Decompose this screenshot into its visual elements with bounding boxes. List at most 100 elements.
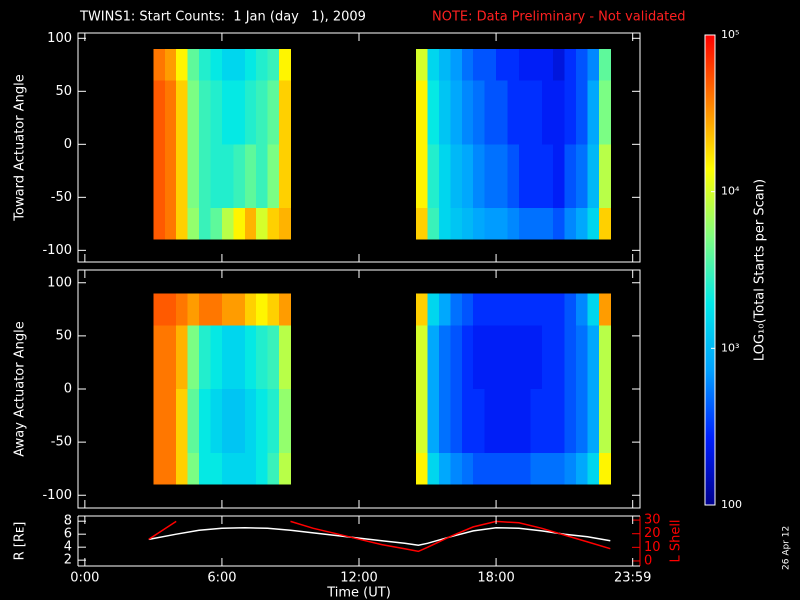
heat-cell bbox=[587, 207, 600, 240]
heat-cell bbox=[153, 80, 166, 145]
heat-cell bbox=[279, 207, 291, 240]
heat-cell bbox=[210, 452, 223, 485]
heat-cell bbox=[279, 144, 291, 208]
heat-cell bbox=[576, 48, 588, 81]
heat-cell bbox=[221, 48, 234, 81]
heat-cell bbox=[576, 207, 588, 240]
heat-cell bbox=[187, 293, 200, 326]
line-series bbox=[148, 526, 611, 546]
heat-cell bbox=[484, 452, 497, 485]
heat-cell bbox=[553, 80, 566, 145]
heat-cell bbox=[461, 452, 474, 485]
heat-cell bbox=[473, 207, 486, 240]
heat-cell bbox=[587, 48, 600, 81]
heat-cell bbox=[484, 389, 497, 453]
heat-cell bbox=[473, 389, 486, 453]
heat-cell bbox=[461, 325, 474, 389]
heat-cell bbox=[484, 207, 497, 240]
colorbar-tick-label: 10⁴ bbox=[721, 185, 740, 198]
heat-cell bbox=[484, 48, 497, 81]
heat-cell bbox=[553, 325, 566, 389]
heat-cell bbox=[576, 325, 588, 389]
heat-cell bbox=[438, 293, 451, 326]
heat-cell bbox=[199, 48, 212, 81]
heat-cell bbox=[438, 48, 451, 81]
y-tick-label: 2 bbox=[64, 553, 72, 568]
heat-cell bbox=[199, 207, 212, 240]
heat-cell bbox=[187, 48, 200, 81]
heat-cell bbox=[530, 452, 543, 485]
heat-cell bbox=[598, 48, 611, 81]
heat-cell bbox=[564, 80, 577, 145]
heat-cell bbox=[416, 48, 429, 81]
y-tick-label: 0 bbox=[64, 382, 72, 397]
heat-cell bbox=[427, 80, 440, 145]
heat-cell bbox=[267, 452, 280, 485]
line-series bbox=[148, 520, 611, 553]
heat-cell bbox=[427, 48, 440, 81]
heat-cell bbox=[427, 389, 440, 453]
heat-cell bbox=[164, 452, 177, 485]
heat-cell bbox=[530, 207, 543, 240]
heat-cell bbox=[210, 80, 223, 145]
heat-cell bbox=[267, 389, 280, 453]
heat-cell bbox=[518, 207, 531, 240]
heat-cell bbox=[438, 80, 451, 145]
heat-cell bbox=[541, 452, 554, 485]
heat-cell bbox=[438, 389, 451, 453]
heat-cell bbox=[210, 389, 223, 453]
heat-cell bbox=[553, 48, 566, 81]
heat-cell bbox=[484, 293, 497, 326]
heat-cell bbox=[507, 389, 520, 453]
heat-cell bbox=[438, 325, 451, 389]
heat-cell bbox=[530, 48, 543, 81]
heat-cell bbox=[541, 207, 554, 240]
heat-cell bbox=[461, 207, 474, 240]
heat-cell bbox=[244, 325, 257, 389]
heat-cell bbox=[518, 452, 531, 485]
heat-cell bbox=[176, 48, 189, 81]
heat-cell bbox=[496, 452, 508, 485]
heat-cell bbox=[221, 452, 234, 485]
heat-cell bbox=[450, 389, 463, 453]
heat-cell bbox=[416, 207, 429, 240]
heat-cell bbox=[164, 389, 177, 453]
heat-cell bbox=[473, 452, 486, 485]
heat-cell bbox=[279, 325, 291, 389]
heat-cell bbox=[541, 80, 554, 145]
heat-cell bbox=[221, 325, 234, 389]
y-tick-label: 100 bbox=[47, 275, 72, 290]
heat-cell bbox=[507, 48, 520, 81]
heat-cell bbox=[279, 293, 291, 326]
heat-cell bbox=[221, 293, 234, 326]
heat-cell bbox=[199, 452, 212, 485]
heat-cell bbox=[496, 80, 508, 145]
heat-cell bbox=[244, 452, 257, 485]
heat-cell bbox=[153, 207, 166, 240]
heat-cell bbox=[416, 389, 429, 453]
heat-cell bbox=[244, 207, 257, 240]
heat-cell bbox=[461, 293, 474, 326]
y-tick-label: -50 bbox=[51, 435, 72, 450]
heat-cell bbox=[438, 144, 451, 208]
heat-cell bbox=[450, 207, 463, 240]
heat-cell bbox=[210, 207, 223, 240]
heat-cell bbox=[256, 293, 269, 326]
heat-cell bbox=[233, 389, 246, 453]
heat-cell bbox=[164, 207, 177, 240]
heat-cell bbox=[496, 48, 508, 81]
heat-cell bbox=[496, 293, 508, 326]
heat-cell bbox=[507, 293, 520, 326]
heat-cell bbox=[450, 293, 463, 326]
heat-cell bbox=[199, 293, 212, 326]
heat-cell bbox=[564, 207, 577, 240]
heat-cell bbox=[267, 325, 280, 389]
heat-cell bbox=[244, 80, 257, 145]
y-tick-label: 8 bbox=[64, 514, 72, 529]
y-tick-label: 100 bbox=[47, 31, 72, 46]
heat-cell bbox=[564, 452, 577, 485]
heat-cell bbox=[233, 80, 246, 145]
heat-cell bbox=[473, 293, 486, 326]
